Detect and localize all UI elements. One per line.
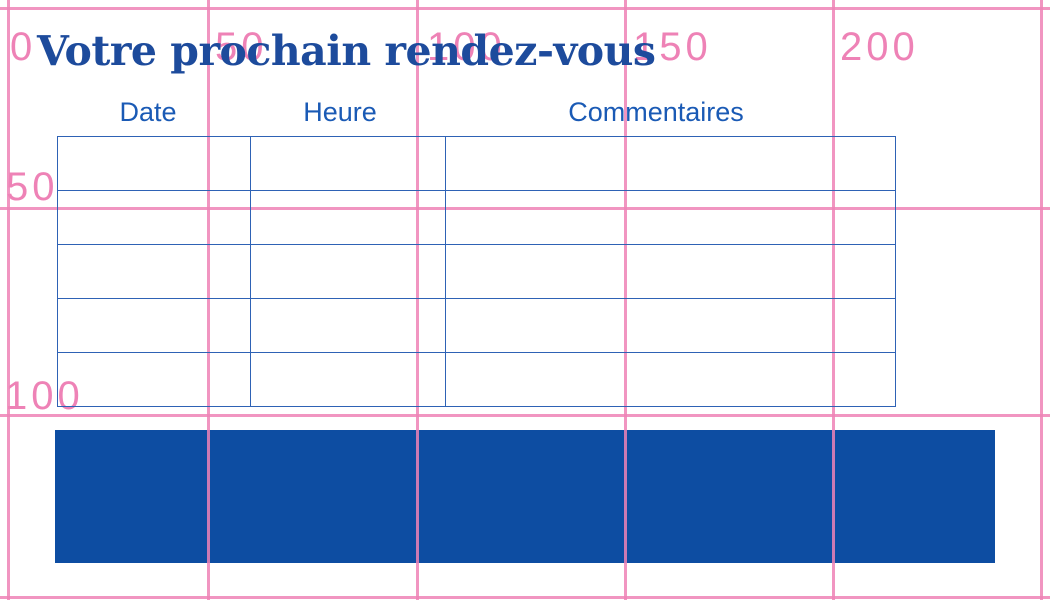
table-cell [445, 298, 896, 353]
column-header-commentaires: Commentaires [568, 97, 744, 127]
grid-line-vertical [7, 0, 10, 600]
redacted-blue-block [55, 430, 995, 563]
table-cell [250, 190, 446, 245]
table-cell [57, 298, 251, 353]
table-row [57, 136, 896, 191]
appointments-table-body [57, 136, 896, 407]
column-header-date: Date [119, 97, 177, 127]
table-cell [250, 244, 446, 299]
grid-line-horizontal [0, 596, 1050, 599]
table-cell [250, 298, 446, 353]
table-cell [250, 352, 446, 407]
grid-coordinate-label: 0 [10, 25, 37, 69]
grid-coordinate-label: 50 [6, 165, 59, 209]
column-header-heure: Heure [303, 97, 377, 127]
table-cell [445, 190, 896, 245]
grid-line-vertical [1040, 0, 1043, 600]
table-row [57, 190, 896, 245]
table-row [57, 298, 896, 353]
appointments-table [57, 136, 896, 407]
table-row [57, 352, 896, 407]
table-cell [57, 352, 251, 407]
table-cell [445, 352, 896, 407]
table-cell [57, 190, 251, 245]
table-cell [57, 244, 251, 299]
table-cell [445, 136, 896, 191]
grid-line-horizontal [0, 414, 1050, 417]
table-cell [445, 244, 896, 299]
table-cell [57, 136, 251, 191]
grid-line-horizontal [0, 7, 1050, 10]
page-title: Votre prochain rendez-vous [37, 27, 656, 75]
table-row [57, 244, 896, 299]
grid-coordinate-label: 200 [840, 25, 919, 69]
table-cell [250, 136, 446, 191]
